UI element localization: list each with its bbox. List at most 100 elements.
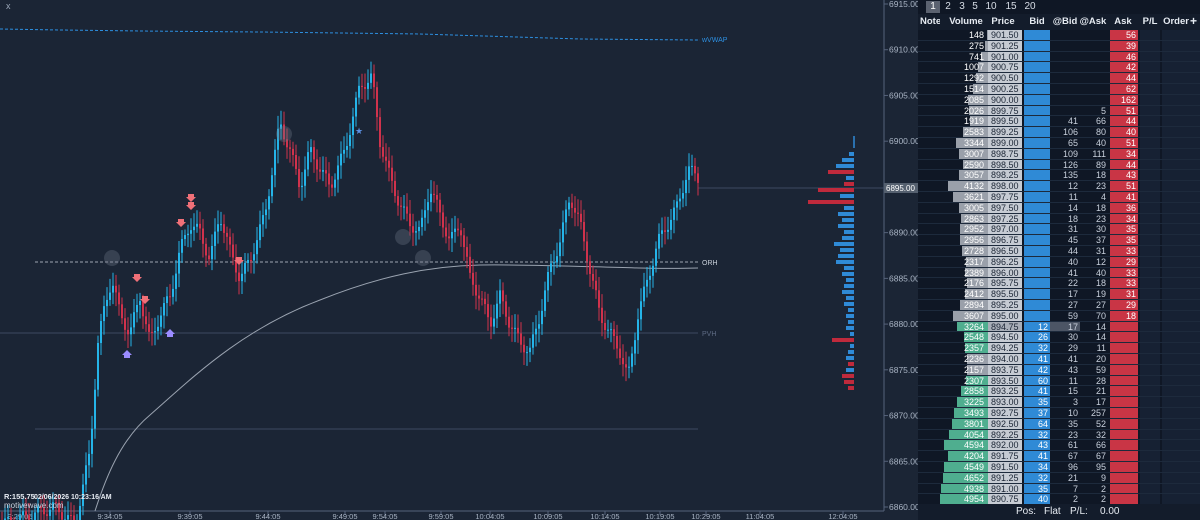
dom-row[interactable]: 2590 898.50 126 89 44 bbox=[918, 159, 1200, 171]
ask-cell[interactable]: 51 bbox=[1110, 105, 1138, 115]
ask-cell[interactable] bbox=[1110, 408, 1138, 418]
bid-cell[interactable]: 43 bbox=[1024, 440, 1050, 450]
bid-cell[interactable] bbox=[1024, 170, 1050, 181]
order-cell[interactable] bbox=[1162, 127, 1200, 137]
dom-row[interactable]: 2317 896.25 40 12 29 bbox=[918, 256, 1200, 268]
dom-row[interactable]: 2307 893.50 60 11 28 bbox=[918, 375, 1200, 387]
dom-row[interactable]: 2236 894.00 41 41 20 bbox=[918, 354, 1200, 365]
ask-cell[interactable]: 56 bbox=[1110, 30, 1138, 40]
ask-cell[interactable]: 62 bbox=[1110, 84, 1138, 94]
order-cell[interactable] bbox=[1162, 494, 1200, 505]
ask-cell[interactable] bbox=[1110, 429, 1138, 440]
dom-row[interactable]: 4549 891.50 34 96 95 bbox=[918, 462, 1200, 473]
bid-cell[interactable] bbox=[1024, 289, 1050, 299]
dom-row[interactable]: 2728 896.50 44 31 33 bbox=[918, 246, 1200, 257]
order-cell[interactable] bbox=[1162, 375, 1200, 386]
bid-cell[interactable] bbox=[1024, 94, 1050, 105]
order-cell[interactable] bbox=[1162, 170, 1200, 181]
bid-cell[interactable] bbox=[1024, 127, 1050, 137]
order-cell[interactable] bbox=[1162, 462, 1200, 472]
dom-row[interactable]: 3264 894.75 12 17 14 bbox=[918, 321, 1200, 333]
dom-row[interactable]: 1514 900.25 62 bbox=[918, 84, 1200, 95]
order-cell[interactable] bbox=[1162, 94, 1200, 105]
close-icon[interactable]: x bbox=[6, 1, 11, 11]
bid-cell[interactable] bbox=[1024, 159, 1050, 170]
dom-row[interactable]: 3057 898.25 135 18 43 bbox=[918, 170, 1200, 182]
bid-cell[interactable] bbox=[1024, 181, 1050, 191]
order-cell[interactable] bbox=[1162, 213, 1200, 224]
dom-tab-15[interactable]: 15 bbox=[1005, 1, 1017, 12]
bid-cell[interactable]: 41 bbox=[1024, 354, 1050, 364]
ask-cell[interactable]: 29 bbox=[1110, 256, 1138, 267]
ask-cell[interactable]: 34 bbox=[1110, 148, 1138, 159]
ask-cell[interactable] bbox=[1110, 483, 1138, 494]
bid-cell[interactable] bbox=[1024, 202, 1050, 213]
dom-tab-5[interactable]: 5 bbox=[972, 1, 978, 12]
ask-cell[interactable] bbox=[1110, 494, 1138, 505]
order-cell[interactable] bbox=[1162, 159, 1200, 170]
dom-row[interactable]: 4204 891.75 41 67 67 bbox=[918, 451, 1200, 462]
dom-row[interactable]: 2176 895.75 22 18 33 bbox=[918, 278, 1200, 290]
order-cell[interactable] bbox=[1162, 181, 1200, 191]
bid-cell[interactable] bbox=[1024, 235, 1050, 245]
bid-cell[interactable]: 32 bbox=[1024, 472, 1050, 483]
add-column-button[interactable]: + bbox=[1190, 15, 1198, 27]
ask-cell[interactable]: 31 bbox=[1110, 289, 1138, 299]
order-cell[interactable] bbox=[1162, 397, 1200, 407]
dom-row[interactable]: 4652 891.25 32 21 9 bbox=[918, 472, 1200, 484]
order-cell[interactable] bbox=[1162, 105, 1200, 116]
order-cell[interactable] bbox=[1162, 408, 1200, 418]
ask-cell[interactable] bbox=[1110, 472, 1138, 483]
dom-row[interactable]: 2952 897.00 31 30 35 bbox=[918, 224, 1200, 236]
bid-cell[interactable]: 32 bbox=[1024, 429, 1050, 439]
bid-cell[interactable] bbox=[1024, 73, 1050, 83]
ask-cell[interactable]: 29 bbox=[1110, 300, 1138, 310]
order-cell[interactable] bbox=[1162, 483, 1200, 494]
bid-cell[interactable]: 41 bbox=[1024, 451, 1050, 461]
bid-cell[interactable]: 32 bbox=[1024, 343, 1050, 353]
dom-row[interactable]: 2357 894.25 32 29 11 bbox=[918, 343, 1200, 354]
ask-cell[interactable]: 43 bbox=[1110, 170, 1138, 180]
dom-row[interactable]: 4054 892.25 32 23 32 bbox=[918, 429, 1200, 441]
ask-cell[interactable]: 42 bbox=[1110, 62, 1138, 72]
order-cell[interactable] bbox=[1162, 235, 1200, 245]
bid-cell[interactable] bbox=[1024, 310, 1050, 321]
chart-canvas[interactable]: 6915.00 6910.00 6905.00 6900.00 6895.00 6890.… bbox=[0, 0, 918, 520]
dom-tab-2[interactable]: 2 bbox=[945, 1, 951, 12]
order-cell[interactable] bbox=[1162, 62, 1200, 73]
dom-row[interactable]: 4132 898.00 12 23 51 bbox=[918, 181, 1200, 192]
order-cell[interactable] bbox=[1162, 116, 1200, 127]
bid-cell[interactable]: 34 bbox=[1024, 462, 1050, 472]
ask-cell[interactable]: 33 bbox=[1110, 278, 1138, 288]
bid-cell[interactable] bbox=[1024, 256, 1050, 267]
header-at-ask[interactable]: @Ask bbox=[1079, 16, 1107, 27]
dom-row[interactable]: 2548 894.50 26 30 14 bbox=[918, 332, 1200, 344]
bid-cell[interactable] bbox=[1024, 105, 1050, 116]
dom-row[interactable]: 2858 893.25 41 15 21 bbox=[918, 386, 1200, 398]
ask-cell[interactable]: 40 bbox=[1110, 127, 1138, 137]
header-volume[interactable]: Volume bbox=[949, 16, 983, 27]
bid-cell[interactable]: 64 bbox=[1024, 418, 1050, 429]
dom-tab-10[interactable]: 10 bbox=[985, 1, 997, 12]
order-cell[interactable] bbox=[1162, 332, 1200, 343]
bid-cell[interactable] bbox=[1024, 278, 1050, 289]
order-cell[interactable] bbox=[1162, 73, 1200, 83]
bid-cell[interactable] bbox=[1024, 30, 1050, 40]
bid-cell[interactable] bbox=[1024, 213, 1050, 224]
order-cell[interactable] bbox=[1162, 148, 1200, 159]
bid-cell[interactable] bbox=[1024, 51, 1050, 62]
header-order[interactable]: Order bbox=[1163, 16, 1189, 27]
dom-row[interactable]: 2583 899.25 106 80 40 bbox=[918, 127, 1200, 138]
dom-row[interactable]: 2389 896.00 41 40 33 bbox=[918, 267, 1200, 279]
order-cell[interactable] bbox=[1162, 224, 1200, 235]
bid-cell[interactable] bbox=[1024, 300, 1050, 310]
bid-cell[interactable] bbox=[1024, 246, 1050, 256]
header-at-bid[interactable]: @Bid bbox=[1052, 16, 1078, 27]
dom-row[interactable]: 4594 892.00 43 61 66 bbox=[918, 440, 1200, 452]
dom-tab-1[interactable]: 1 bbox=[926, 1, 940, 13]
dom-row[interactable]: 2412 895.50 17 19 31 bbox=[918, 289, 1200, 300]
bid-cell[interactable] bbox=[1024, 192, 1050, 202]
dom-row[interactable]: 1007 900.75 42 bbox=[918, 62, 1200, 74]
header-note[interactable]: Note bbox=[920, 16, 940, 27]
dom-row[interactable]: 2157 893.75 42 43 59 bbox=[918, 364, 1200, 376]
